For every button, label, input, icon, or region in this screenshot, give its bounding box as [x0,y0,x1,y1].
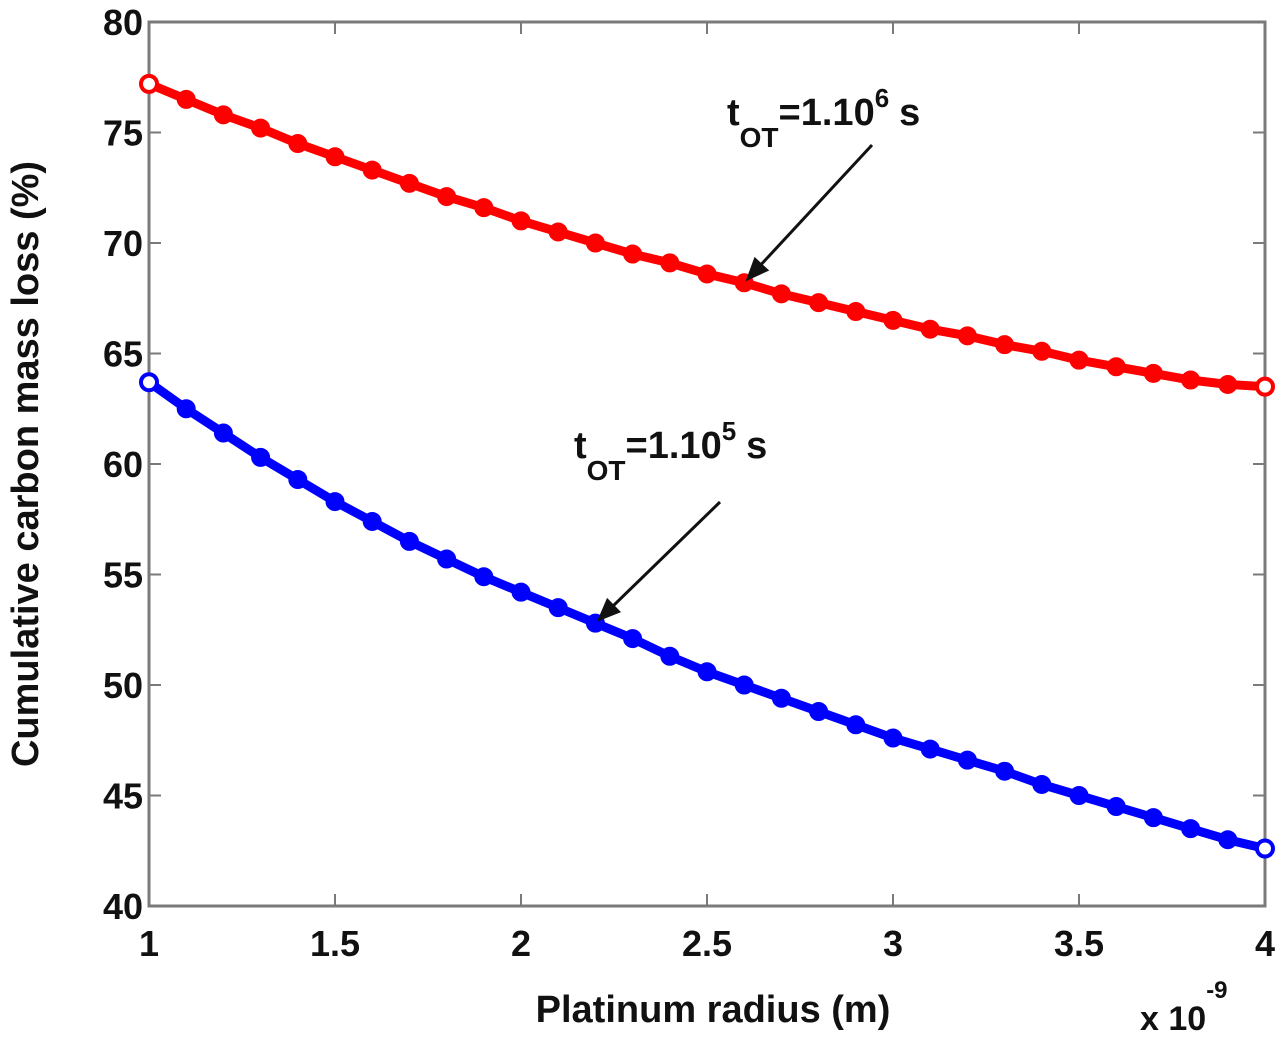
arrow-icon [608,500,722,611]
data-point [1032,341,1052,361]
data-point [697,662,717,682]
data-point [251,118,271,138]
data-point [623,244,643,264]
data-point [325,147,345,167]
data-point [213,423,233,443]
data-point [1218,374,1238,394]
data-point [474,567,494,587]
data-point [771,688,791,708]
data-point [957,326,977,346]
y-tick-label: 55 [103,555,143,596]
data-point [846,715,866,735]
data-point [1181,370,1201,390]
y-tick-label: 70 [103,223,143,264]
data-point [883,728,903,748]
data-point [1218,830,1238,850]
data-point [957,750,977,770]
data-point [995,335,1015,355]
annotations: tOT=1.106 s tOT=1.105 s [574,83,920,622]
data-point [1069,350,1089,370]
data-point [288,134,308,154]
series-layer [139,73,1275,859]
x-tick-label: 1 [139,923,159,964]
annotation-label: tOT=1.106 s [727,83,920,282]
data-point [995,761,1015,781]
data-point [139,73,159,94]
data-point [474,198,494,218]
data-point [213,105,233,125]
x-tick-label: 2 [511,923,531,964]
data-point [771,284,791,304]
data-point [920,739,940,759]
data-point [1032,774,1052,794]
plot-border [147,20,1267,908]
data-point [660,646,680,666]
y-axis-label: Cumulative carbon mass loss (%) [5,161,47,767]
data-point [585,233,605,253]
data-point [437,187,457,207]
data-point [809,293,829,313]
y-tick-label: 75 [103,113,143,154]
data-point [846,302,866,322]
y-tick-label: 80 [103,2,143,43]
data-point [437,549,457,569]
arrowhead-icon [596,597,622,622]
data-point [1106,797,1126,817]
data-point [883,310,903,330]
data-point [1143,808,1163,828]
plot-area [147,20,1267,908]
series-0 [139,73,1275,397]
data-point [1106,357,1126,377]
svg-text:x 10-9: x 10-9 [1140,977,1228,1037]
y-tick-label: 60 [103,444,143,485]
data-point [362,160,382,180]
data-point [1069,786,1089,805]
x-tick-label: 1.5 [310,923,360,964]
data-point [399,173,419,193]
x-tick-label: 4 [1255,923,1275,964]
x-tick-label: 3.5 [1054,923,1104,964]
series-1 [139,372,1275,859]
y-tick-label: 45 [103,776,143,817]
data-point [511,582,531,602]
y-tick-label: 50 [103,665,143,706]
data-point [251,447,271,467]
data-point [920,319,940,339]
x-axis-label: Platinum radius (m) [536,989,891,1031]
data-point [809,702,829,722]
data-point [139,372,159,393]
data-point [399,531,419,551]
data-point [660,253,680,273]
annotation-label: tOT=1.105 s [574,416,767,622]
x-tick-label: 3 [883,923,903,964]
x-axis-multiplier: x 10-9 [1140,977,1228,1038]
data-point [548,598,568,618]
data-point [623,629,643,649]
data-point [176,89,196,109]
data-point [511,211,531,231]
data-point [362,511,382,531]
data-point [176,399,196,419]
y-tick-label: 40 [103,886,143,927]
data-point [288,469,308,489]
data-point [734,675,754,695]
axis-ticks: 1 1.5 2 2.5 3 3.5 4 40 45 50 55 60 65 70 75 80 [103,2,1275,964]
y-tick-label: 65 [103,334,143,375]
data-point [1255,376,1275,397]
data-point [1181,819,1201,839]
data-point [697,264,717,284]
data-point [325,492,345,512]
data-point [1143,363,1163,383]
data-point [1255,838,1275,859]
data-point [548,222,568,242]
arrowhead-icon [745,256,770,282]
arrow-icon [756,143,874,270]
x-tick-label: 2.5 [682,923,732,964]
